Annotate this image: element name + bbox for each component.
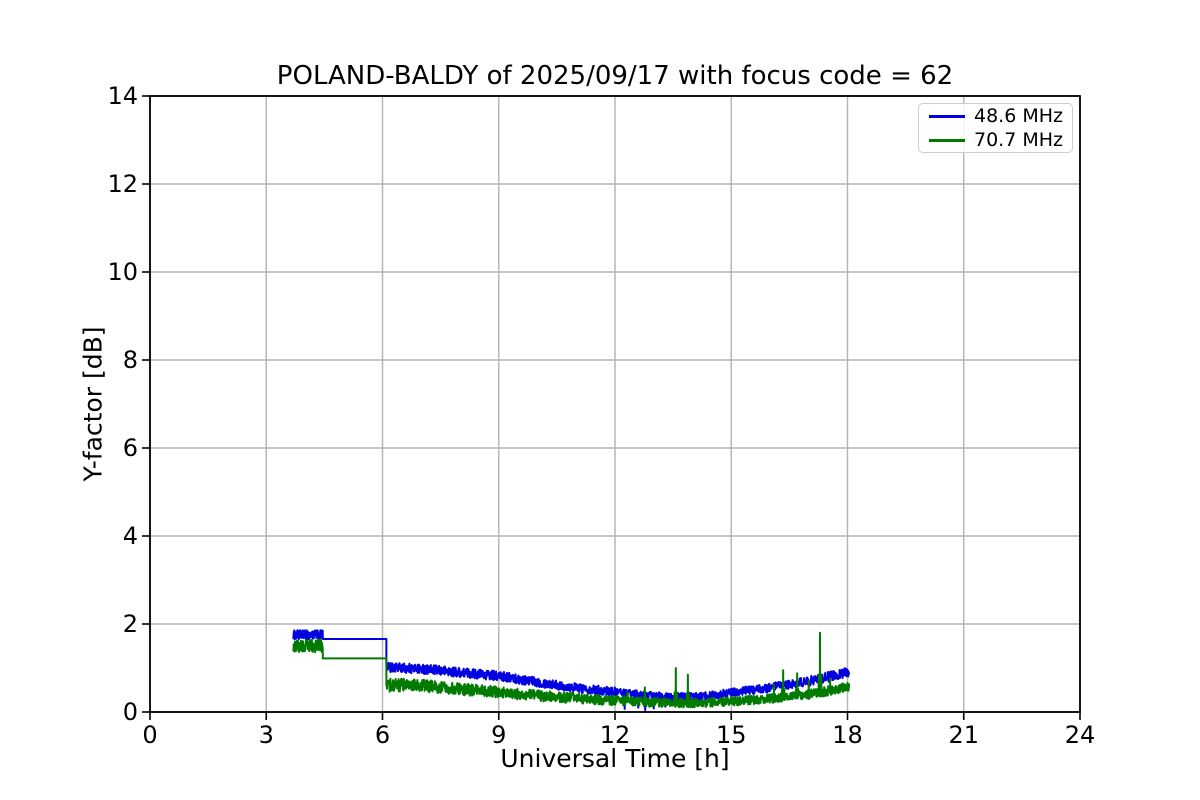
legend-line-70-7mhz: [929, 138, 965, 142]
y-tick-label: 2: [122, 610, 138, 638]
x-tick-label: 6: [374, 721, 391, 749]
x-tick-label: 15: [715, 721, 747, 749]
chart-title: POLAND-BALDY of 2025/09/17 with focus co…: [276, 61, 954, 91]
legend-entry: 48.6 MHz: [919, 105, 1072, 127]
legend-label-48-6mhz: 48.6 MHz: [974, 105, 1063, 127]
series-line-48-6-mhz: [292, 629, 851, 712]
legend-entry: 70.7 MHz: [919, 129, 1072, 151]
x-tick-label: 18: [832, 721, 863, 749]
y-tick-label: 4: [122, 522, 138, 550]
x-tick-label: 24: [1064, 721, 1096, 749]
plot-border: [149, 95, 1081, 713]
legend-line-48-6mhz: [929, 114, 965, 118]
y-tick-label: 8: [122, 346, 138, 374]
series-line-70-7-mhz: [292, 631, 851, 709]
x-tick-label: 0: [142, 721, 158, 749]
legend-label-70-7mhz: 70.7 MHz: [974, 129, 1063, 151]
legend: 48.6 MHz 70.7 MHz: [918, 103, 1073, 153]
x-tick-label: 3: [258, 721, 274, 749]
x-tick-label: 9: [491, 721, 507, 749]
x-tick-label: 12: [599, 721, 631, 749]
y-tick-label: 0: [122, 698, 138, 726]
x-tick-label: 21: [948, 721, 980, 749]
y-tick-label: 12: [107, 170, 138, 198]
y-tick-label: 14: [107, 82, 138, 110]
x-axis-label: Universal Time [h]: [500, 744, 730, 773]
y-tick-label: 10: [107, 258, 138, 286]
y-tick-label: 6: [122, 434, 138, 462]
